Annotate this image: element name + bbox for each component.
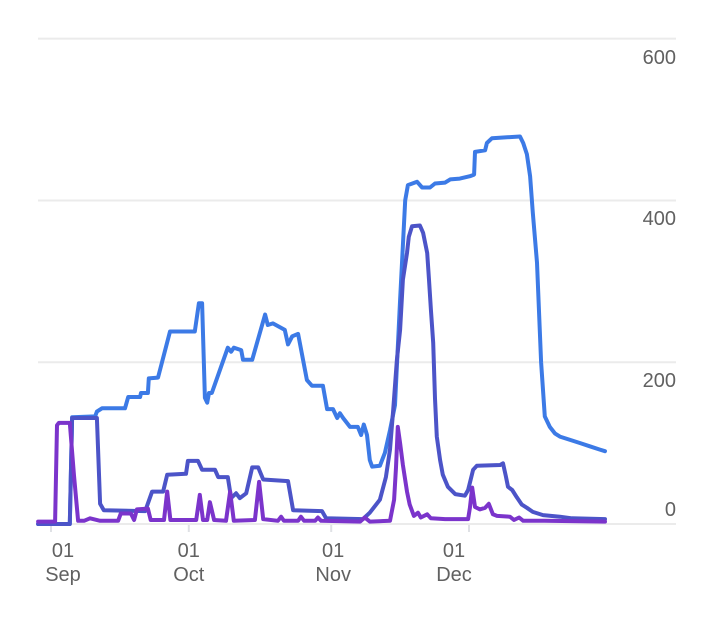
series-line-blue — [36, 134, 607, 526]
x-axis-label-oct-day: 01 — [177, 540, 200, 562]
gridlines — [38, 37, 676, 525]
x-axis-label-nov: 01 Nov — [315, 539, 351, 587]
y-axis-label-200: 200 — [642, 370, 676, 393]
series-line-purple — [36, 420, 607, 524]
series-line-indigo — [36, 223, 607, 526]
x-axis-label-dec: 01 Dec — [436, 539, 472, 587]
y-axis-label-400: 400 — [642, 208, 676, 231]
x-axis-label-sep-month: Sep — [45, 564, 81, 586]
x-axis-label-oct-month: Oct — [173, 564, 205, 586]
x-axis-label-dec-month: Dec — [436, 564, 472, 586]
x-axis-ticks — [50, 525, 470, 532]
x-axis-label-oct: 01 Oct — [173, 539, 204, 587]
x-axis-label-dec-day: 01 — [442, 540, 466, 562]
y-axis-label-600: 600 — [642, 46, 676, 69]
x-axis-label-sep: 01 Sep — [45, 539, 81, 587]
y-axis-label-0: 0 — [664, 499, 676, 521]
x-axis-label-nov-day: 01 — [322, 540, 345, 562]
x-axis-label-nov-month: Nov — [315, 564, 351, 586]
x-axis-label-sep-day: 01 — [51, 540, 75, 562]
series-lines — [36, 134, 607, 526]
